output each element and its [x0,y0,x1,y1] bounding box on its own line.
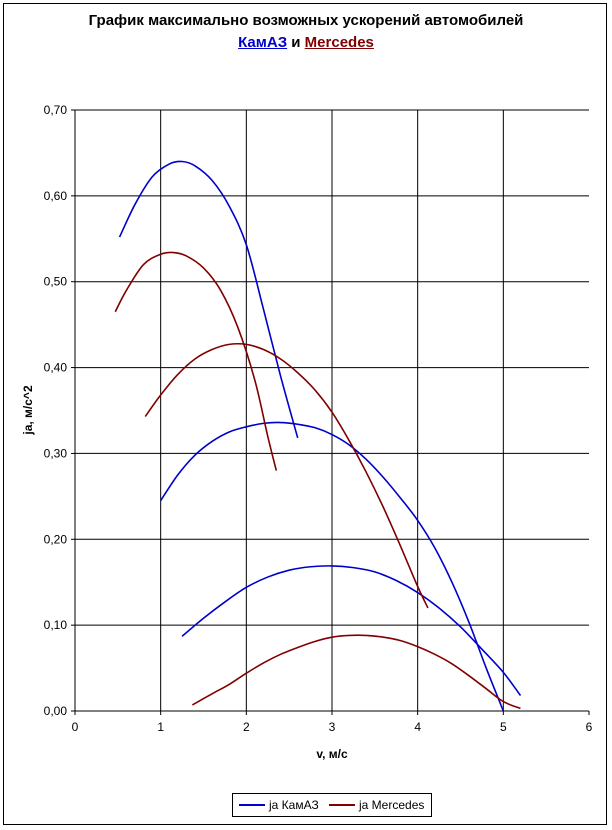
series-line-mercedes-6 [191,634,521,710]
x-tick-label: 6 [586,720,593,734]
chart-title-connector: и [287,34,305,51]
x-tick-label: 4 [414,720,421,734]
legend-line-mercedes [329,804,355,806]
y-tick-label: 0,40 [44,361,68,375]
x-tick-label: 2 [243,720,250,734]
y-tick-label: 0,10 [44,618,68,632]
legend-item-mercedes: ja Mercedes [329,798,424,812]
y-tick-label: 0,60 [44,189,68,203]
y-tick-label: 0,00 [44,704,68,718]
y-tick-label: 0,50 [44,275,68,289]
series-line-kamaz-1 [118,160,299,439]
legend-item-kamaz: ja КамАЗ [239,798,319,812]
chart-title-mercedes: Mercedes [304,34,374,51]
y-tick-label: 0,20 [44,532,68,546]
series-line-kamaz-2 [160,421,505,712]
y-tick-label: 0,30 [44,446,68,460]
grid-lines [75,109,589,711]
series-group [114,160,522,712]
series-line-kamaz-3 [181,565,522,697]
series-line-mercedes-5 [144,342,429,609]
chart-title-kamaz: КамАЗ [238,34,288,51]
y-axis-label: ja, м/с^2 [21,385,35,436]
legend: ja КамАЗ ja Mercedes [232,793,432,817]
x-tick-label: 3 [329,720,336,734]
chart-title: График максимально возможных ускорений а… [0,12,612,29]
series-line-mercedes-4 [114,251,278,471]
axes: 0 1 2 3 4 5 6 0,00 0,10 0,20 0,30 0,40 0,50 0,60 0,70 [44,103,593,734]
chart-subtitle: КамАЗ и Mercedes [0,34,612,51]
y-tick-label: 0,70 [44,103,68,117]
legend-label-mercedes: ja Mercedes [359,798,425,812]
x-tick-label: 1 [157,720,164,734]
legend-line-kamaz [239,804,265,806]
chart-title-line1: График максимально возможных ускорений а… [88,12,524,29]
x-tick-label: 5 [500,720,507,734]
x-axis-label: v, м/с [316,747,348,761]
legend-label-kamaz: ja КамАЗ [269,798,319,812]
x-tick-label: 0 [72,720,79,734]
